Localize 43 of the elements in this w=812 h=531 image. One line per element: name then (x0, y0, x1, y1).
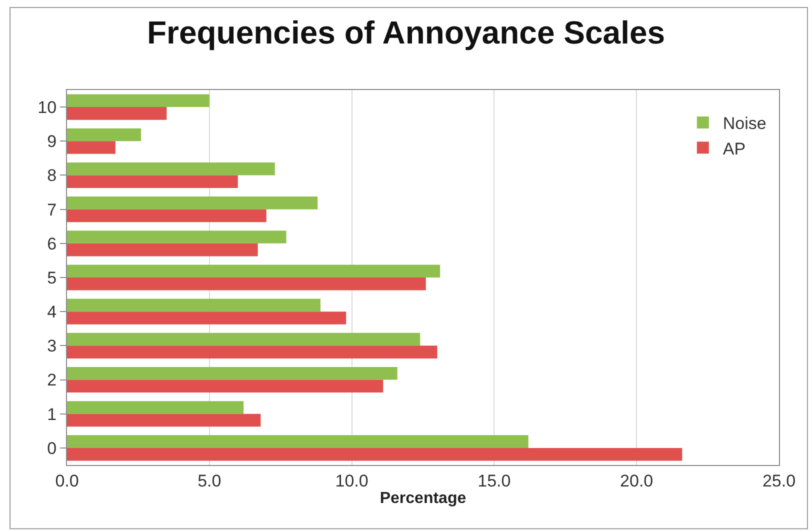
legend-label: Noise (722, 114, 766, 134)
bar (67, 141, 116, 154)
x-tick-label: 15.0 (478, 471, 511, 490)
y-tick-label: 0 (47, 438, 57, 458)
y-tick-label: 2 (47, 370, 57, 390)
bar (67, 332, 420, 346)
y-tick-label: 6 (47, 234, 57, 254)
bar (67, 264, 440, 278)
x-tick-label: 25.0 (762, 471, 796, 490)
x-tick-label: 5.0 (198, 471, 222, 490)
x-axis-title: Percentage (380, 490, 466, 508)
bar (67, 128, 142, 142)
y-tick-label: 8 (47, 166, 57, 186)
y-tick-label: 4 (47, 302, 57, 322)
y-tick-label: 9 (47, 132, 57, 152)
bar (67, 162, 275, 176)
bar (67, 401, 244, 414)
bar (67, 380, 384, 393)
x-tick-label: 20.0 (620, 471, 654, 490)
y-tick-label: 7 (47, 200, 57, 220)
x-tick-label: 0.0 (55, 471, 79, 490)
chart-title: Frequencies of Annoyance Scales (146, 14, 666, 51)
bar (67, 346, 438, 358)
y-tick-label: 1 (47, 404, 57, 424)
bar (67, 175, 238, 188)
bar (67, 366, 398, 380)
bar (67, 230, 286, 244)
bar (67, 448, 682, 461)
bar (67, 209, 266, 222)
bar (67, 278, 426, 290)
y-tick-label: 10 (38, 98, 57, 117)
bar (67, 298, 320, 312)
bar (67, 435, 528, 448)
bar (67, 243, 258, 256)
legend-label: AP (722, 139, 746, 158)
x-tick-label: 10.0 (335, 471, 368, 490)
bar (67, 107, 167, 120)
bar (67, 312, 346, 324)
bar (67, 414, 261, 427)
bar (67, 196, 318, 210)
bar (67, 94, 210, 108)
y-tick-label: 3 (47, 336, 57, 356)
y-tick-label: 5 (47, 268, 57, 288)
